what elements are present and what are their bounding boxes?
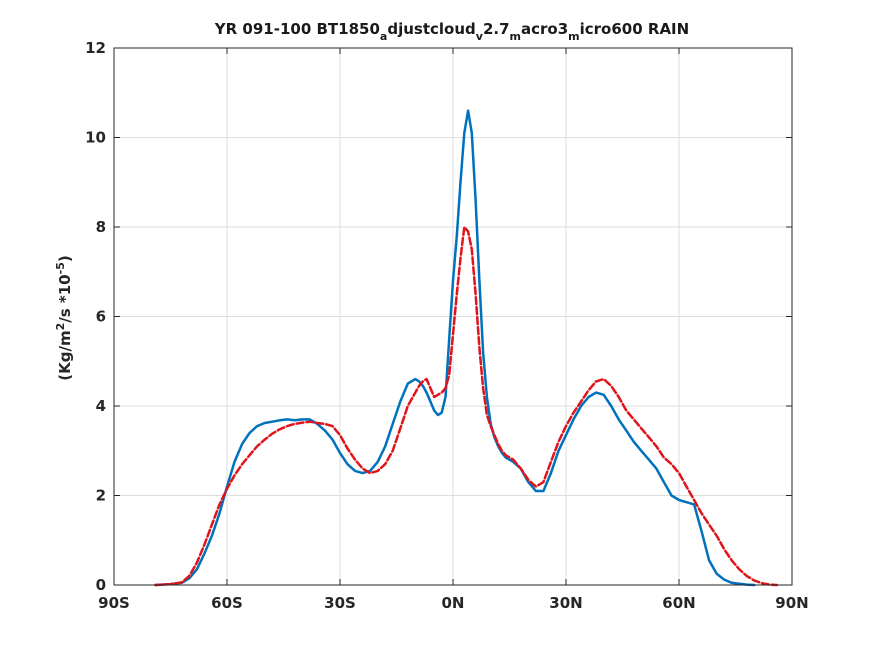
y-tick-label: 4	[96, 397, 106, 415]
y-tick-label: 12	[85, 39, 106, 57]
x-tick-label: 30S	[324, 594, 356, 612]
x-tick-label: 90N	[775, 594, 808, 612]
y-tick-label: 2	[96, 487, 106, 505]
x-tick-label: 30N	[549, 594, 582, 612]
y-tick-label: 6	[96, 308, 106, 326]
dashed-red-series-line	[154, 225, 779, 587]
y-tick-label: 0	[96, 576, 106, 594]
y-tick-label: 10	[85, 129, 106, 147]
tick-labels: 90S 60S 30S 0N 30N 60N 90N 0 2 4 6 8 10 12	[85, 39, 809, 612]
y-tick-label: 8	[96, 218, 106, 236]
x-tick-label: 90S	[98, 594, 130, 612]
x-tick-label: 60N	[662, 594, 695, 612]
ticks	[113, 47, 793, 586]
grid	[114, 48, 792, 585]
x-tick-label: 60S	[211, 594, 243, 612]
series-layer	[154, 109, 779, 587]
y-axis-label: (Kg/m2/s *10-5)	[54, 255, 74, 380]
solid-blue-series-line	[154, 109, 756, 587]
x-tick-label: 0N	[442, 594, 465, 612]
chart-title: YR 091-100 BT1850adjustcloudv2.7macro3mi…	[214, 20, 689, 43]
